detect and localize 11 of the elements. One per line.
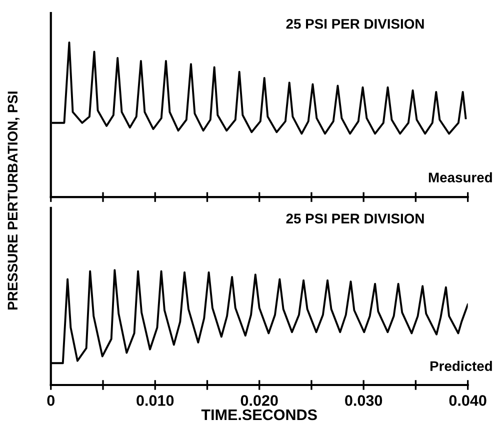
text: 25 PSI PER DIVISION bbox=[286, 214, 424, 224]
x-tick-label: 0.040 bbox=[449, 395, 486, 406]
x-tick-label: 0 bbox=[47, 395, 55, 406]
x-tick-label: 0.020 bbox=[240, 395, 278, 406]
annotation: Predicted bbox=[430, 360, 492, 372]
x-tick-label: 0.030 bbox=[345, 395, 382, 406]
annotation: Measured bbox=[428, 172, 492, 182]
x-axis-title: TIME.SECONDS bbox=[201, 409, 317, 420]
y-axis-title: PRESSURE PERTURBATION, PSI bbox=[8, 92, 20, 310]
text: 25 PSI PER DIVISION bbox=[286, 18, 424, 29]
x-tick-label: 0.010 bbox=[136, 395, 174, 406]
